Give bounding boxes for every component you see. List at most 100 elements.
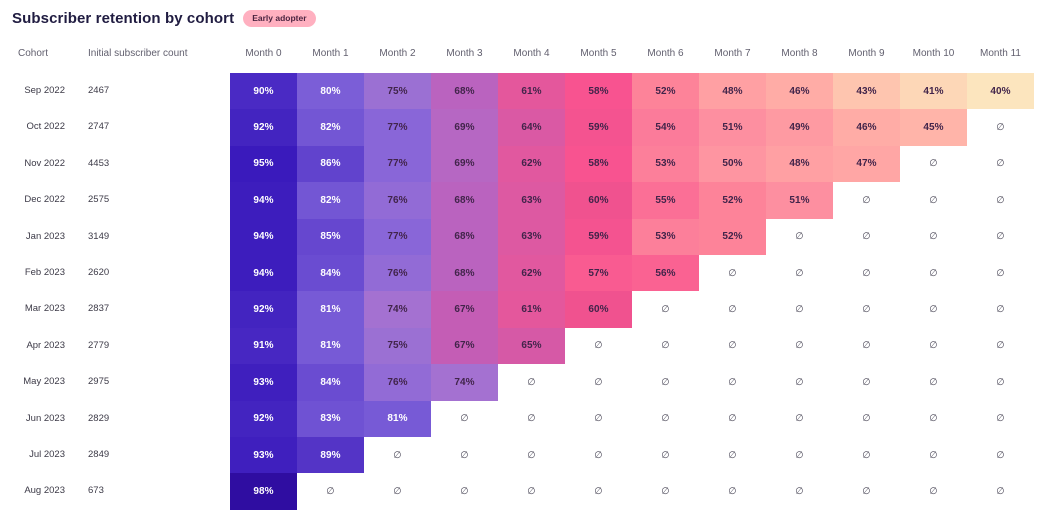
heatmap-cell[interactable]: 62% xyxy=(498,145,565,183)
heatmap-cell[interactable]: 52% xyxy=(699,182,766,219)
heatmap-cell[interactable]: 74% xyxy=(431,364,498,401)
heatmap-cell[interactable]: 46% xyxy=(833,109,900,146)
heatmap-cell[interactable]: 47% xyxy=(833,145,900,183)
heatmap-cell[interactable]: 41% xyxy=(900,73,967,110)
heatmap-cell[interactable]: 93% xyxy=(230,436,297,474)
heatmap-cell[interactable]: 89% xyxy=(297,436,364,474)
heatmap-cell[interactable]: 63% xyxy=(498,218,565,255)
heatmap-cell[interactable]: 59% xyxy=(565,218,632,255)
heatmap-cell[interactable]: 93% xyxy=(230,364,297,401)
heatmap-cell[interactable]: 81% xyxy=(364,400,431,437)
heatmap-cell-empty: ∅ xyxy=(632,436,699,474)
heatmap-cell-empty: ∅ xyxy=(498,400,565,437)
heatmap-cell[interactable]: 76% xyxy=(364,254,431,292)
heatmap-cell[interactable]: 61% xyxy=(498,73,565,110)
heatmap-cell[interactable]: 68% xyxy=(431,182,498,219)
heatmap-cell[interactable]: 84% xyxy=(297,254,364,292)
heatmap-cell[interactable]: 57% xyxy=(565,254,632,292)
heatmap-cell[interactable]: 77% xyxy=(364,145,431,183)
heatmap-cell[interactable]: 68% xyxy=(431,218,498,255)
heatmap-cell[interactable]: 52% xyxy=(632,73,699,110)
heatmap-cell[interactable]: 81% xyxy=(297,291,364,328)
heatmap-cell[interactable]: 81% xyxy=(297,327,364,365)
heatmap-cell-empty: ∅ xyxy=(766,327,833,365)
cohort-row: Nov 2022 4453 95% 86% 77% 69% 62% 58% 53% 50% 48% 4… xyxy=(0,145,1034,183)
heatmap-cell[interactable]: 51% xyxy=(699,109,766,146)
heatmap-cell[interactable]: 75% xyxy=(364,327,431,365)
heatmap-cell-empty: ∅ xyxy=(967,109,1034,146)
heatmap-cell[interactable]: 53% xyxy=(632,218,699,255)
heatmap-cell-empty: ∅ xyxy=(967,254,1034,292)
heatmap-cell[interactable]: 60% xyxy=(565,291,632,328)
heatmap-cell[interactable]: 98% xyxy=(230,473,297,510)
heatmap-cell[interactable]: 53% xyxy=(632,145,699,183)
heatmap-cell[interactable]: 92% xyxy=(230,291,297,328)
heatmap-cell[interactable]: 54% xyxy=(632,109,699,146)
heatmap-cell[interactable]: 58% xyxy=(565,145,632,183)
heatmap-cell[interactable]: 77% xyxy=(364,218,431,255)
heatmap-cell[interactable]: 45% xyxy=(900,109,967,146)
heatmap-cell[interactable]: 48% xyxy=(766,145,833,183)
heatmap-cell[interactable]: 49% xyxy=(766,109,833,146)
heatmap-cell[interactable]: 69% xyxy=(431,109,498,146)
heatmap-cell[interactable]: 90% xyxy=(230,73,297,110)
heatmap-cell[interactable]: 75% xyxy=(364,73,431,110)
heatmap-cell[interactable]: 82% xyxy=(297,182,364,219)
heatmap-cell[interactable]: 68% xyxy=(431,73,498,110)
cohort-label: Mar 2023 xyxy=(24,303,65,315)
heatmap-cell[interactable]: 58% xyxy=(565,73,632,110)
heatmap-cell[interactable]: 59% xyxy=(565,109,632,146)
heatmap-cell[interactable]: 91% xyxy=(230,327,297,365)
heatmap-cell[interactable]: 69% xyxy=(431,145,498,183)
heatmap-cell[interactable]: 64% xyxy=(498,109,565,146)
heatmap-cell[interactable]: 63% xyxy=(498,182,565,219)
heatmap-cell[interactable]: 43% xyxy=(833,73,900,110)
heatmap-cell[interactable]: 50% xyxy=(699,145,766,183)
heatmap-cell-empty: ∅ xyxy=(900,364,967,401)
heatmap-cell-empty: ∅ xyxy=(967,473,1034,510)
heatmap-cell[interactable]: 74% xyxy=(364,291,431,328)
heatmap-cell[interactable]: 95% xyxy=(230,145,297,183)
heatmap-cell-empty: ∅ xyxy=(699,254,766,292)
heatmap-cell[interactable]: 65% xyxy=(498,327,565,365)
heatmap-cell[interactable]: 56% xyxy=(632,254,699,292)
heatmap-cell[interactable]: 60% xyxy=(565,182,632,219)
heatmap-cell[interactable]: 84% xyxy=(297,364,364,401)
heatmap-cell[interactable]: 92% xyxy=(230,109,297,146)
heatmap-cell-empty: ∅ xyxy=(431,436,498,474)
heatmap-cell[interactable]: 62% xyxy=(498,254,565,292)
heatmap-cell[interactable]: 48% xyxy=(699,73,766,110)
page-title: Subscriber retention by cohort xyxy=(12,10,235,27)
heatmap-cell-empty: ∅ xyxy=(766,400,833,437)
heatmap-cell[interactable]: 51% xyxy=(766,182,833,219)
heatmap-cell[interactable]: 67% xyxy=(431,291,498,328)
heatmap-cell[interactable]: 94% xyxy=(230,182,297,219)
heatmap-cell[interactable]: 83% xyxy=(297,400,364,437)
heatmap-cell[interactable]: 40% xyxy=(967,73,1034,110)
heatmap-cell[interactable]: 61% xyxy=(498,291,565,328)
cohort-label: May 2023 xyxy=(23,376,65,388)
heatmap-cell[interactable]: 46% xyxy=(766,73,833,110)
cohort-row: May 2023 2975 93% 84% 76% 74% ∅ ∅ ∅ ∅ ∅ ∅ ∅ ∅ xyxy=(0,364,1034,401)
heatmap-cell[interactable]: 85% xyxy=(297,218,364,255)
heatmap-cell[interactable]: 82% xyxy=(297,109,364,146)
heatmap-cell[interactable]: 52% xyxy=(699,218,766,255)
cohort-label: Sep 2022 xyxy=(24,85,65,96)
heatmap-grid: Sep 2022 2467 90% 80% 75% 68% 61% 58% 52% 48% 46% 4… xyxy=(0,73,1034,510)
heatmap-cell[interactable]: 67% xyxy=(431,327,498,365)
heatmap-cell-empty: ∅ xyxy=(498,436,565,474)
heatmap-cell[interactable]: 76% xyxy=(364,364,431,401)
heatmap-cell[interactable]: 68% xyxy=(431,254,498,292)
heatmap-cell[interactable]: 86% xyxy=(297,145,364,183)
heatmap-cell[interactable]: 94% xyxy=(230,218,297,255)
column-header-month-7: Month 7 xyxy=(714,47,751,59)
heatmap-cell[interactable]: 92% xyxy=(230,400,297,437)
column-header-month-11: Month 11 xyxy=(980,47,1021,59)
heatmap-cell[interactable]: 76% xyxy=(364,182,431,219)
heatmap-cell[interactable]: 77% xyxy=(364,109,431,146)
heatmap-cell[interactable]: 94% xyxy=(230,254,297,292)
initial-subscriber-count: 2779 xyxy=(88,339,110,351)
heatmap-cell[interactable]: 80% xyxy=(297,73,364,110)
heatmap-cell[interactable]: 55% xyxy=(632,182,699,219)
cohort-row: Jun 2023 2829 92% 83% 81% ∅ ∅ ∅ ∅ ∅ ∅ ∅ ∅ ∅ xyxy=(0,400,1034,437)
